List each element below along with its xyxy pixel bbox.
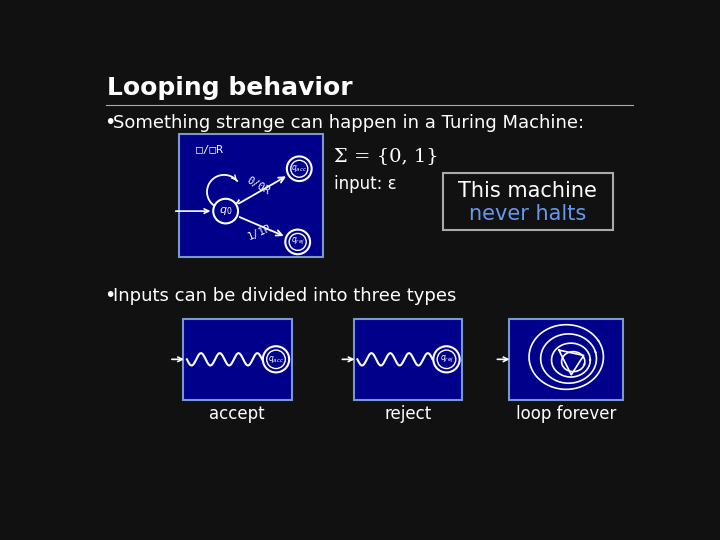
Text: Something strange can happen in a Turing Machine:: Something strange can happen in a Turing…: [113, 113, 585, 132]
Circle shape: [263, 346, 289, 373]
Text: $q_{rej}$: $q_{rej}$: [440, 354, 454, 365]
Text: Σ = {0, 1}: Σ = {0, 1}: [334, 147, 438, 165]
FancyBboxPatch shape: [508, 319, 624, 400]
Text: never halts: never halts: [469, 204, 587, 224]
Text: loop forever: loop forever: [516, 404, 616, 423]
Text: input: ε: input: ε: [334, 175, 397, 193]
Text: 1/1R: 1/1R: [247, 223, 274, 242]
FancyBboxPatch shape: [354, 319, 462, 400]
Text: accept: accept: [210, 404, 265, 423]
Text: $q_{acc}$: $q_{acc}$: [268, 354, 284, 365]
Text: $q_0$: $q_0$: [219, 205, 233, 217]
Circle shape: [213, 199, 238, 224]
FancyBboxPatch shape: [179, 134, 323, 257]
Circle shape: [287, 157, 312, 181]
Text: 0/0R: 0/0R: [246, 175, 272, 196]
Circle shape: [285, 230, 310, 254]
Text: □/□R: □/□R: [196, 145, 223, 154]
FancyBboxPatch shape: [443, 173, 613, 231]
FancyBboxPatch shape: [183, 319, 292, 400]
Text: $q_{rej}$: $q_{rej}$: [291, 237, 305, 247]
Text: •: •: [104, 113, 115, 132]
Text: •: •: [104, 286, 115, 305]
Circle shape: [433, 346, 459, 373]
Text: Inputs can be divided into three types: Inputs can be divided into three types: [113, 287, 456, 305]
Text: Looping behavior: Looping behavior: [107, 76, 353, 100]
Text: $q_{acc}$: $q_{acc}$: [292, 163, 307, 174]
Text: reject: reject: [384, 404, 431, 423]
Text: This machine: This machine: [459, 181, 598, 201]
